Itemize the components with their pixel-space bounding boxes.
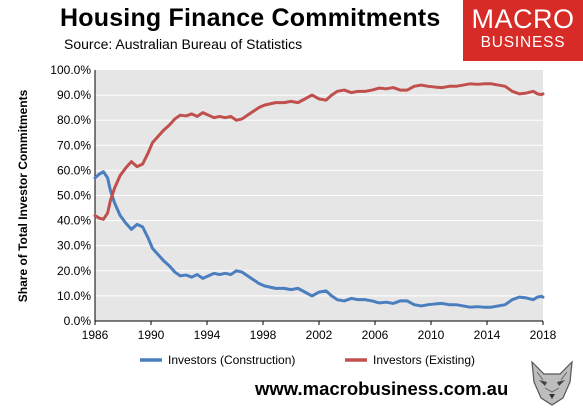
- x-tick-label: 1994: [194, 328, 221, 342]
- website-url: www.macrobusiness.com.au: [255, 378, 509, 399]
- y-tick-label: 30.0%: [57, 239, 91, 253]
- legend: Investors (Construction) Investors (Exis…: [140, 353, 475, 367]
- x-tick-label: 1990: [138, 328, 165, 342]
- x-tick-label: 2010: [418, 328, 445, 342]
- y-tick-label: 40.0%: [57, 214, 91, 228]
- x-tick-label: 2014: [474, 328, 501, 342]
- chart-title: Housing Finance Commitments: [60, 4, 441, 32]
- y-tick-label: 50.0%: [57, 189, 91, 203]
- y-tick-label: 20.0%: [57, 264, 91, 278]
- x-tick-label: 2018: [530, 328, 557, 342]
- y-tick-label: 0.0%: [64, 314, 92, 328]
- x-axis: 1986 1990 1994 1998 2002 2006 2010 2014 2018: [82, 320, 557, 342]
- x-tick-label: 2006: [362, 328, 389, 342]
- y-tick-label: 100.0%: [50, 63, 91, 77]
- y-tick-label: 80.0%: [57, 113, 91, 127]
- y-axis-label: Share of Total Investor Commitments: [16, 89, 30, 302]
- x-tick-label: 1986: [82, 328, 109, 342]
- y-axis: 0.0% 10.0% 20.0% 30.0% 40.0% 50.0% 60.0% 70.0% 8…: [50, 63, 96, 328]
- chart-source: Source: Australian Bureau of Statistics: [64, 36, 303, 52]
- series-line-construction: [93, 170, 545, 309]
- macrobusiness-logo: MACRO BUSINESS: [463, 0, 583, 61]
- y-tick-label: 90.0%: [57, 88, 91, 102]
- y-tick-label: 10.0%: [57, 289, 91, 303]
- grid: [95, 94, 543, 297]
- series-line-existing: [93, 82, 545, 221]
- logo-line-macro: MACRO: [471, 4, 575, 34]
- x-tick-label: 1998: [250, 328, 277, 342]
- y-tick-label: 70.0%: [57, 138, 91, 152]
- x-tick-label: 2002: [306, 328, 333, 342]
- legend-label-construction: Investors (Construction): [168, 353, 295, 367]
- series-lines: [93, 82, 545, 309]
- logo-line-business: BUSINESS: [480, 34, 566, 51]
- y-tick-label: 60.0%: [57, 163, 91, 177]
- legend-label-existing: Investors (Existing): [373, 353, 475, 367]
- wolf-logo-icon: [531, 360, 573, 406]
